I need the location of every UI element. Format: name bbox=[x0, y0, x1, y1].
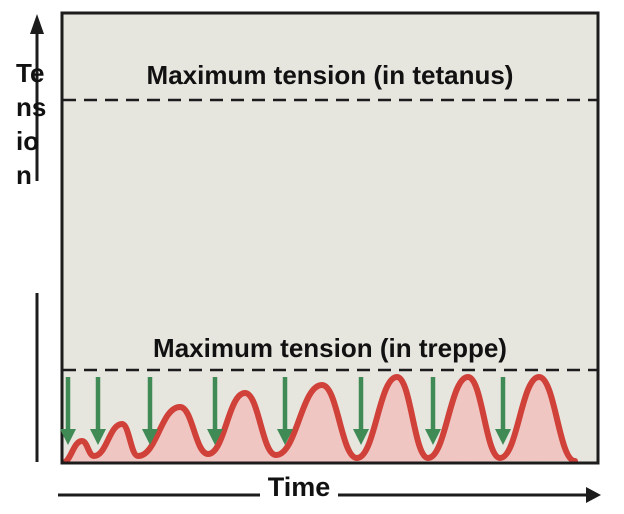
y-axis-label-line: n bbox=[16, 160, 32, 190]
y-axis-label-line: Te bbox=[16, 58, 45, 88]
stimulus-arrow-head bbox=[142, 429, 158, 445]
twitch-tension-curve bbox=[63, 374, 578, 462]
stimulus-arrow bbox=[353, 377, 369, 445]
stimulus-arrow-head bbox=[353, 429, 369, 445]
y-axis-label-line: io bbox=[16, 126, 40, 156]
stimulus-arrow-head bbox=[425, 429, 441, 445]
y-axis-label-line: ns bbox=[16, 92, 47, 122]
stimulus-arrow-head bbox=[90, 429, 106, 445]
stimulus-arrow bbox=[60, 377, 76, 445]
stimulus-arrow bbox=[142, 377, 158, 445]
stimulus-arrow bbox=[495, 377, 511, 445]
treppe-max-label: Maximum tension (in treppe) bbox=[153, 333, 507, 363]
stimulus-arrow bbox=[277, 377, 293, 445]
stimulus-arrow-head bbox=[207, 429, 223, 445]
stimulus-arrow-head bbox=[495, 429, 511, 445]
y-axis-label: Te ns io n bbox=[16, 56, 56, 192]
stimulus-arrow-head bbox=[60, 429, 76, 445]
stimulus-arrow-head bbox=[277, 429, 293, 445]
y-axis-arrowhead bbox=[30, 14, 44, 34]
stimulus-arrow bbox=[207, 377, 223, 445]
tetanus-max-label: Maximum tension (in tetanus) bbox=[146, 60, 514, 90]
stimulus-arrow bbox=[425, 377, 441, 445]
x-axis-label: Time bbox=[267, 472, 331, 502]
x-axis-arrowhead bbox=[586, 487, 601, 503]
stimulus-arrow bbox=[90, 377, 106, 445]
